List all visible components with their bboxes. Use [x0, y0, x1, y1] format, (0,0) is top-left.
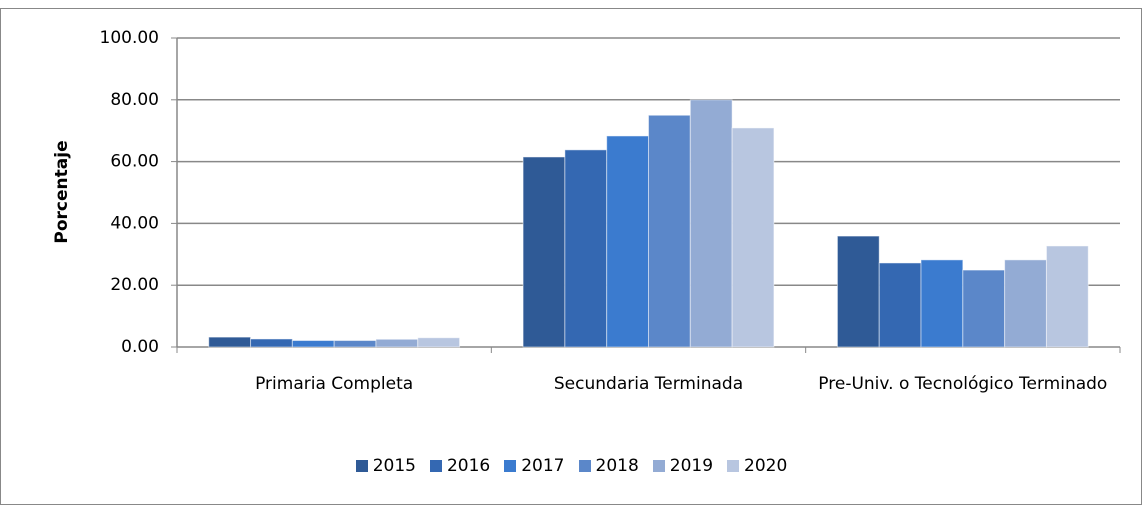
legend-swatch [429, 460, 442, 472]
legend-item: 2019 [652, 456, 714, 476]
legend-swatch [504, 460, 517, 472]
bar [375, 338, 419, 348]
bar [836, 235, 880, 348]
y-tick-label: 100.00 [100, 28, 159, 48]
legend-swatch [727, 460, 740, 472]
bar [731, 127, 775, 348]
bar [962, 269, 1006, 348]
bar [250, 338, 293, 348]
legend: 2015 2016 2017 2018 2019 2020 [0, 456, 1143, 476]
bar [522, 156, 566, 348]
y-tick-label: 80.00 [110, 90, 159, 110]
bar [920, 259, 964, 348]
legend-item: 2018 [578, 456, 639, 476]
legend-item: 2020 [727, 456, 787, 476]
x-tick-label: Secundaria Terminada [553, 374, 744, 394]
x-tick-label: Primaria Completa [255, 374, 414, 394]
bar [878, 262, 922, 348]
legend-label: 2015 [372, 456, 416, 476]
bar [333, 340, 377, 348]
legend-swatch [578, 460, 591, 472]
legend-label: 2018 [595, 456, 639, 476]
bar [1004, 259, 1047, 348]
bar [208, 336, 252, 348]
legend-label: 2020 [744, 456, 788, 476]
legend-label: 2019 [669, 456, 714, 476]
bar [689, 99, 733, 348]
legend-swatch [652, 460, 665, 472]
y-tick-label: 40.00 [110, 213, 159, 233]
y-tick-label: 20.00 [110, 275, 159, 295]
frame [0, 8, 1142, 505]
y-tick-label: 0.00 [121, 337, 159, 357]
x-tick-label: Pre-Univ. o Tecnológico Terminado [818, 374, 1108, 394]
legend-label: 2016 [446, 456, 491, 476]
bar [1045, 245, 1089, 348]
y-tick-label: 60.00 [110, 152, 159, 172]
legend-swatch [355, 460, 368, 472]
legend-item: 2015 [355, 456, 416, 476]
legend-item: 2017 [504, 456, 565, 476]
bar [606, 135, 649, 348]
bar [564, 149, 608, 348]
bar [291, 340, 335, 348]
bar [417, 337, 461, 348]
legend-label: 2017 [521, 456, 565, 476]
y-axis-label: Porcentaje [52, 140, 72, 243]
legend-item: 2016 [429, 456, 491, 476]
bar [648, 114, 691, 348]
